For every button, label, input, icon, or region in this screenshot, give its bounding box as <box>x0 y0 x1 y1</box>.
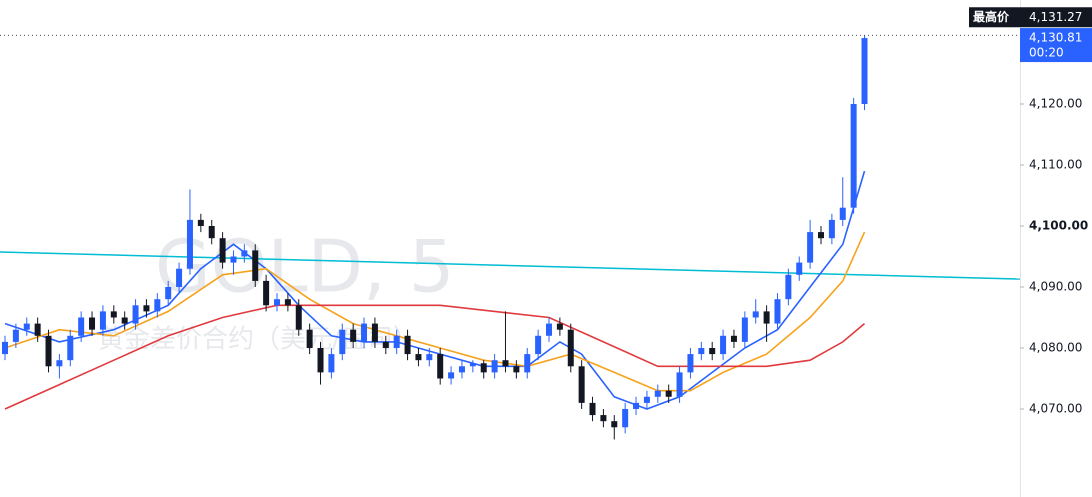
candle-body <box>404 335 411 355</box>
candle-body <box>110 311 117 318</box>
high-label: 最高价 <box>973 9 1010 24</box>
candle-body <box>818 232 824 239</box>
candle-body <box>687 354 694 373</box>
candle-body <box>709 347 716 355</box>
candle-body <box>741 317 748 342</box>
y-tick-label: 4,090.00 <box>1029 279 1082 293</box>
y-tick-label: 4,110.00 <box>1029 157 1082 171</box>
candle-body <box>622 408 629 428</box>
candle-body <box>698 347 705 355</box>
candle-body <box>393 335 400 348</box>
candle-body <box>186 219 193 269</box>
candle-body <box>611 421 618 428</box>
candle-body <box>45 335 52 367</box>
candle-body <box>2 341 8 355</box>
y-tick-label: 4,070.00 <box>1029 401 1082 415</box>
candle-body <box>154 299 161 312</box>
moving-average <box>4 304 866 410</box>
candle-body <box>807 232 814 263</box>
candle-body <box>850 103 857 208</box>
candle-body <box>361 323 368 342</box>
candle-body <box>143 305 150 312</box>
candle-body <box>339 329 346 355</box>
candle-body <box>306 329 313 348</box>
candle-body <box>56 360 63 367</box>
candle-body <box>513 366 520 373</box>
candle-body <box>23 323 30 330</box>
candle-body <box>480 363 487 373</box>
candle-body <box>263 280 270 306</box>
candle-body <box>415 354 422 361</box>
candle-body <box>371 323 378 342</box>
high-value: 4,131.27 <box>1029 10 1082 24</box>
candle-body <box>219 238 226 263</box>
countdown: 00:20 <box>1029 46 1064 60</box>
candle-body <box>828 219 835 239</box>
candle-body <box>469 363 476 367</box>
candle-body <box>252 250 259 281</box>
candle-body <box>121 317 128 324</box>
candle-body <box>328 354 335 373</box>
candle-body <box>208 225 215 239</box>
y-tick-label: 4,100.00 <box>1029 218 1088 232</box>
candle-body <box>448 372 455 379</box>
candle-body <box>524 354 531 373</box>
candle-body <box>34 323 41 336</box>
candle-body <box>720 335 727 355</box>
candle-body <box>785 274 792 300</box>
candle-body <box>132 305 139 324</box>
candle-body <box>350 329 357 342</box>
candle-body <box>567 329 574 367</box>
candle-body <box>861 38 868 104</box>
candle-body <box>654 390 661 397</box>
candle-body <box>295 305 302 330</box>
candle-body <box>752 311 759 318</box>
last-price-bg <box>1020 28 1092 63</box>
y-tick-label: 4,120.00 <box>1029 96 1082 110</box>
candle-body <box>274 299 280 306</box>
candle-body <box>241 250 248 257</box>
candle-body <box>284 299 291 306</box>
candle-body <box>426 354 433 361</box>
y-tick-label: 4,080.00 <box>1029 340 1082 354</box>
candle-body <box>839 207 846 220</box>
candle-body <box>165 286 172 300</box>
high-label-bg <box>969 7 1092 28</box>
candle-body <box>382 341 389 348</box>
candle-body <box>546 323 552 336</box>
candle-body <box>89 317 96 330</box>
candle-body <box>67 335 74 361</box>
candle-body <box>796 262 803 275</box>
candle-body <box>578 366 585 403</box>
candle-body <box>643 396 650 403</box>
candle-body <box>535 335 542 355</box>
candle-body <box>665 390 672 397</box>
candle-body <box>774 299 781 324</box>
candle-body <box>197 219 204 226</box>
candle-body <box>556 323 563 330</box>
candle-body <box>78 317 85 336</box>
candle-body <box>676 372 683 397</box>
candle-body <box>600 415 607 422</box>
candle-body <box>437 354 444 379</box>
candle-body <box>502 360 509 367</box>
trendline <box>0 251 1021 280</box>
candle-body <box>99 311 106 330</box>
candle-body <box>633 402 640 409</box>
candle-body <box>763 311 770 324</box>
candle-body <box>458 366 465 373</box>
candle-body <box>12 329 19 342</box>
candle-body <box>230 256 237 263</box>
candle-body <box>317 347 324 373</box>
candle-body <box>589 402 596 416</box>
candle-body <box>730 335 737 342</box>
candle-body <box>176 268 183 287</box>
last-price: 4,130.81 <box>1029 31 1082 45</box>
candle-body <box>491 360 498 373</box>
